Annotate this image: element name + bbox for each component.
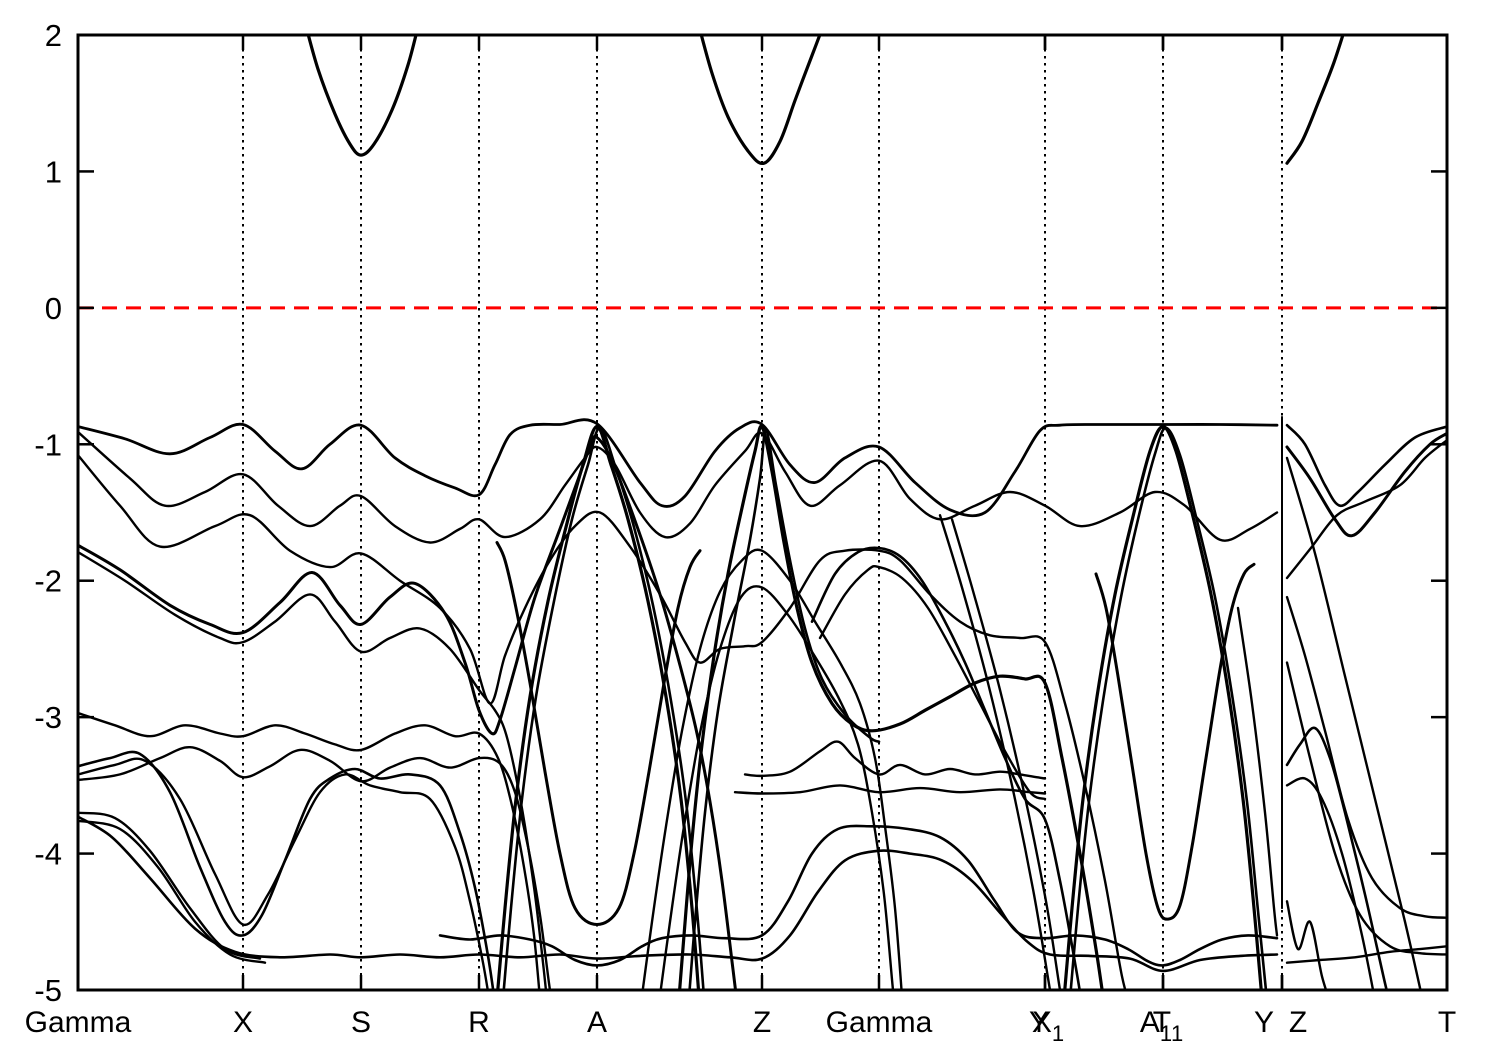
band-line-valence-X-parabola-b (79, 757, 489, 989)
y-axis-label: -1 (34, 427, 62, 462)
k-point-label-r: R (468, 1006, 490, 1039)
band-line-conduction-dip-Z (700, 36, 821, 166)
band-line-arch-A-1 (496, 424, 700, 989)
k-point-label-x1: X1 (1032, 1006, 1064, 1046)
band-line-valence-top (79, 418, 1279, 518)
k-point-label-t: T (1438, 1006, 1456, 1039)
k-point-label-z: Z (1289, 1006, 1307, 1039)
y-axis-label: -4 (34, 837, 62, 872)
k-point-label-a1: A1 (1140, 1006, 1172, 1046)
k-point-label-y: Y (1029, 1006, 1049, 1039)
k-point-label-y: Y (1254, 1006, 1274, 1039)
y-axis-label: 0 (45, 291, 62, 326)
band-line-diag-Gamma2-X1-a (938, 514, 1051, 989)
band-line-valence-X-parabola (79, 750, 495, 989)
band-line-rise-A-Z-b (659, 585, 895, 989)
band-line-valence-tangle (79, 745, 551, 989)
y-axis-label: 2 (45, 18, 62, 53)
band-line-arch-A-2 (502, 426, 705, 989)
band-line-arch-T1-1 (1063, 424, 1263, 989)
band-line-valence-dish-flat (438, 824, 1279, 967)
band-line-arch-T1-2 (1069, 426, 1268, 989)
k-point-label-x: X (233, 1006, 253, 1039)
k-point-label-a: A (587, 1006, 607, 1039)
band-line-valence-3 (79, 455, 1127, 989)
band-line-valence-4-thick (79, 434, 737, 989)
band-line-u-band-A (495, 541, 702, 926)
y-axis-label: -5 (34, 973, 62, 1008)
band-line-zt-band-2 (1285, 432, 1446, 538)
band-line-zt-bottom-flat (1285, 945, 1446, 964)
k-point-label-t1: T1 (1153, 1006, 1184, 1046)
band-line-zt-band-7 (1285, 595, 1446, 919)
band-line-diag-Gamma2-X1-b (950, 518, 1061, 989)
k-point-label-gamma: Gamma (25, 1006, 132, 1039)
band-line-arch-Z (678, 424, 1104, 989)
band-line-conduction-rise-Z2 (1285, 36, 1345, 165)
k-point-label-z: Z (753, 1006, 771, 1039)
y-axis-label: -2 (34, 564, 62, 599)
band-line-conduction-dip-S (307, 36, 418, 157)
band-line-zt-band-1 (1285, 423, 1446, 508)
k-point-label-gamma: Gamma (826, 1006, 933, 1039)
band-line-valence-2 (79, 431, 1279, 544)
band-line-valence-4b (79, 551, 547, 989)
band-line-arch-Z-b (688, 429, 881, 989)
y-axis-label: 1 (45, 154, 62, 189)
k-point-label-s: S (351, 1006, 371, 1039)
band-line-hump-Gamma2-a (810, 546, 1081, 989)
band-line-zt-band-8 (1285, 661, 1446, 956)
y-axis-label: -3 (34, 700, 62, 735)
band-line-hump-Gamma2-b (818, 564, 1047, 801)
band-line-zt-band-6 (1285, 776, 1374, 989)
band-line-u-band-T1 (1094, 562, 1256, 921)
band-line-zt-diag-3 (1285, 456, 1422, 989)
band-line-flat-Z-b (733, 784, 1047, 795)
band-line-diag-T1-Y (1236, 606, 1279, 937)
band-line-rise-A-Z-a (641, 548, 903, 989)
band-line-zt-band-4 (1285, 439, 1446, 580)
band-line-zt-w-shape (1285, 900, 1327, 989)
band-line-flat-Z-a (743, 740, 1047, 780)
band-line-valence-deep-b (79, 819, 267, 964)
band-line-valence-deep-a (79, 811, 262, 960)
bands-group (79, 36, 1446, 989)
